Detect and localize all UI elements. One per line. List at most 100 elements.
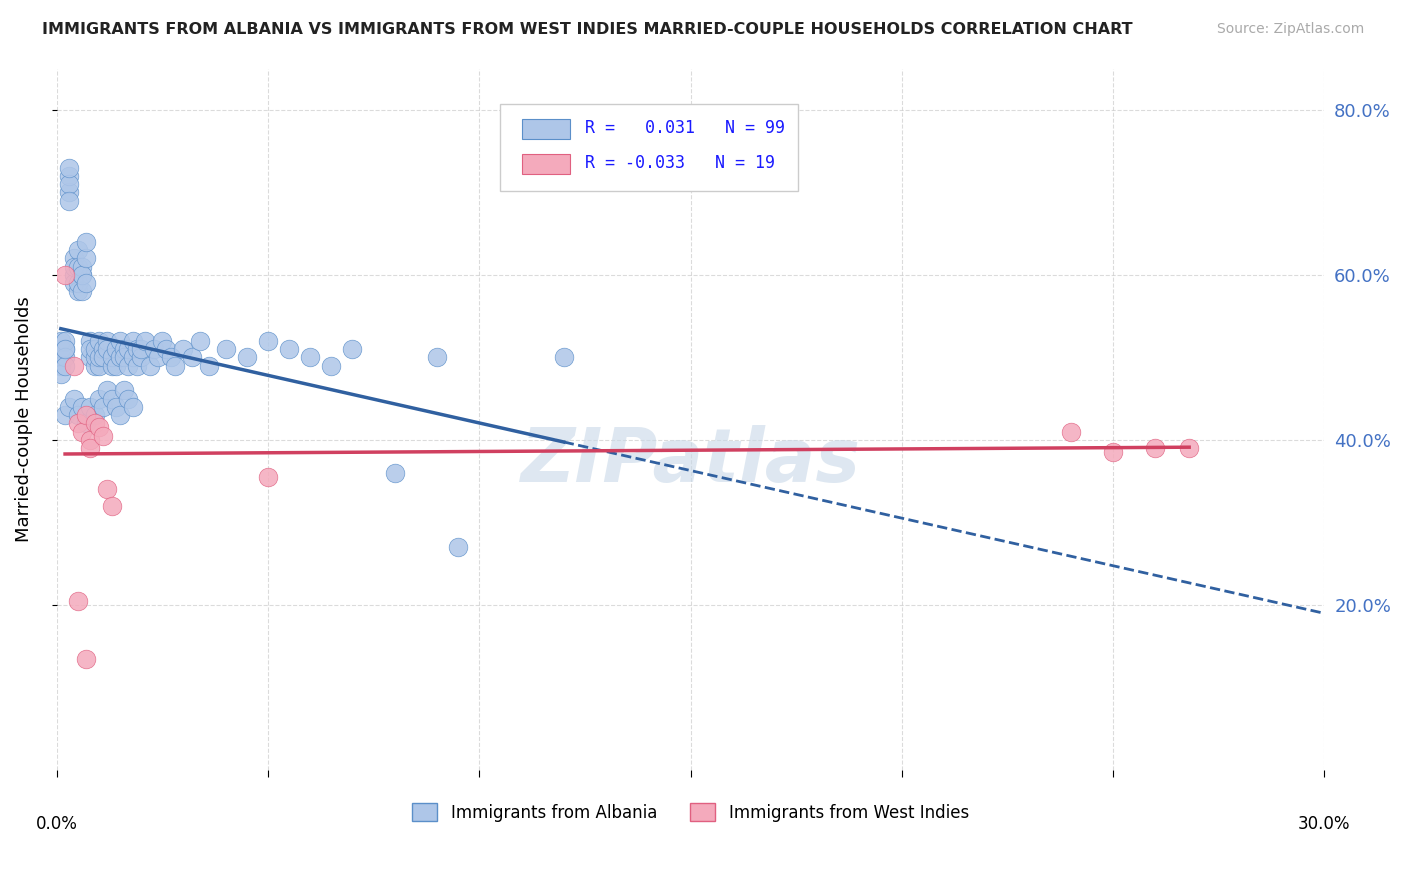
Point <box>108 334 131 348</box>
Text: ZIPatlas: ZIPatlas <box>520 425 860 498</box>
Point <box>150 334 173 348</box>
Point <box>125 359 148 373</box>
Point <box>1144 441 1167 455</box>
Point <box>121 400 143 414</box>
Point <box>53 342 76 356</box>
Point <box>236 351 259 365</box>
Point <box>58 400 80 414</box>
Point <box>79 342 101 356</box>
Point <box>121 334 143 348</box>
Point <box>1060 425 1083 439</box>
Point <box>58 161 80 175</box>
Point <box>87 392 110 406</box>
Point <box>53 342 76 356</box>
Point <box>426 351 449 365</box>
Point <box>100 359 122 373</box>
Point <box>197 359 219 373</box>
Point <box>104 400 127 414</box>
Point <box>129 351 152 365</box>
Point <box>87 351 110 365</box>
Point <box>188 334 211 348</box>
Point <box>75 417 97 431</box>
Point <box>214 342 236 356</box>
Legend: Immigrants from Albania, Immigrants from West Indies: Immigrants from Albania, Immigrants from… <box>405 797 976 829</box>
Point <box>58 194 80 208</box>
Bar <box>522 154 569 174</box>
Point <box>66 276 89 290</box>
Point <box>79 351 101 365</box>
Point <box>159 351 181 365</box>
Point <box>53 268 76 282</box>
Point <box>91 429 114 443</box>
Point <box>75 235 97 249</box>
Y-axis label: Married-couple Households: Married-couple Households <box>15 296 32 542</box>
Point <box>75 252 97 266</box>
Point <box>75 276 97 290</box>
Text: Source: ZipAtlas.com: Source: ZipAtlas.com <box>1216 22 1364 37</box>
Point <box>180 351 202 365</box>
Point <box>342 342 364 356</box>
Point <box>155 342 177 356</box>
Point <box>125 342 148 356</box>
Point <box>100 351 122 365</box>
Point <box>172 342 194 356</box>
Point <box>66 417 89 431</box>
Point <box>62 260 84 274</box>
Point <box>138 359 160 373</box>
Point <box>108 408 131 422</box>
Point <box>112 351 135 365</box>
Point <box>96 342 118 356</box>
Point <box>53 334 76 348</box>
Point <box>91 351 114 365</box>
Point <box>70 285 93 299</box>
Point <box>87 334 110 348</box>
Text: IMMIGRANTS FROM ALBANIA VS IMMIGRANTS FROM WEST INDIES MARRIED-COUPLE HOUSEHOLDS: IMMIGRANTS FROM ALBANIA VS IMMIGRANTS FR… <box>42 22 1133 37</box>
Text: 0.0%: 0.0% <box>35 815 77 833</box>
Point <box>66 408 89 422</box>
Point <box>49 351 72 365</box>
Point <box>49 334 72 348</box>
Point <box>62 359 84 373</box>
Point <box>87 359 110 373</box>
Point <box>53 408 76 422</box>
Point <box>1102 445 1125 459</box>
Point <box>108 351 131 365</box>
Point <box>117 342 139 356</box>
Point <box>62 392 84 406</box>
Point <box>96 483 118 497</box>
Point <box>83 342 105 356</box>
Point <box>146 351 169 365</box>
Point <box>91 400 114 414</box>
Bar <box>522 119 569 138</box>
Text: R =   0.031   N = 99: R = 0.031 N = 99 <box>585 120 786 137</box>
Point <box>257 470 280 484</box>
Text: R = -0.033   N = 19: R = -0.033 N = 19 <box>585 154 775 172</box>
Point <box>129 342 152 356</box>
Point <box>104 359 127 373</box>
Point <box>79 433 101 447</box>
Point <box>112 342 135 356</box>
Point <box>66 260 89 274</box>
Point <box>62 276 84 290</box>
Point <box>79 334 101 348</box>
Point <box>49 342 72 356</box>
Point <box>66 243 89 257</box>
Point <box>70 260 93 274</box>
Text: 30.0%: 30.0% <box>1298 815 1351 833</box>
Point <box>70 425 93 439</box>
Point <box>384 466 406 480</box>
Point <box>100 392 122 406</box>
Point <box>257 334 280 348</box>
Point <box>447 540 470 554</box>
Point <box>117 392 139 406</box>
Point <box>79 400 101 414</box>
Point <box>553 351 575 365</box>
Point <box>163 359 186 373</box>
Point <box>96 334 118 348</box>
Point <box>83 351 105 365</box>
Point <box>321 359 343 373</box>
Point <box>83 359 105 373</box>
Point <box>117 359 139 373</box>
Point <box>104 342 127 356</box>
Point <box>70 400 93 414</box>
